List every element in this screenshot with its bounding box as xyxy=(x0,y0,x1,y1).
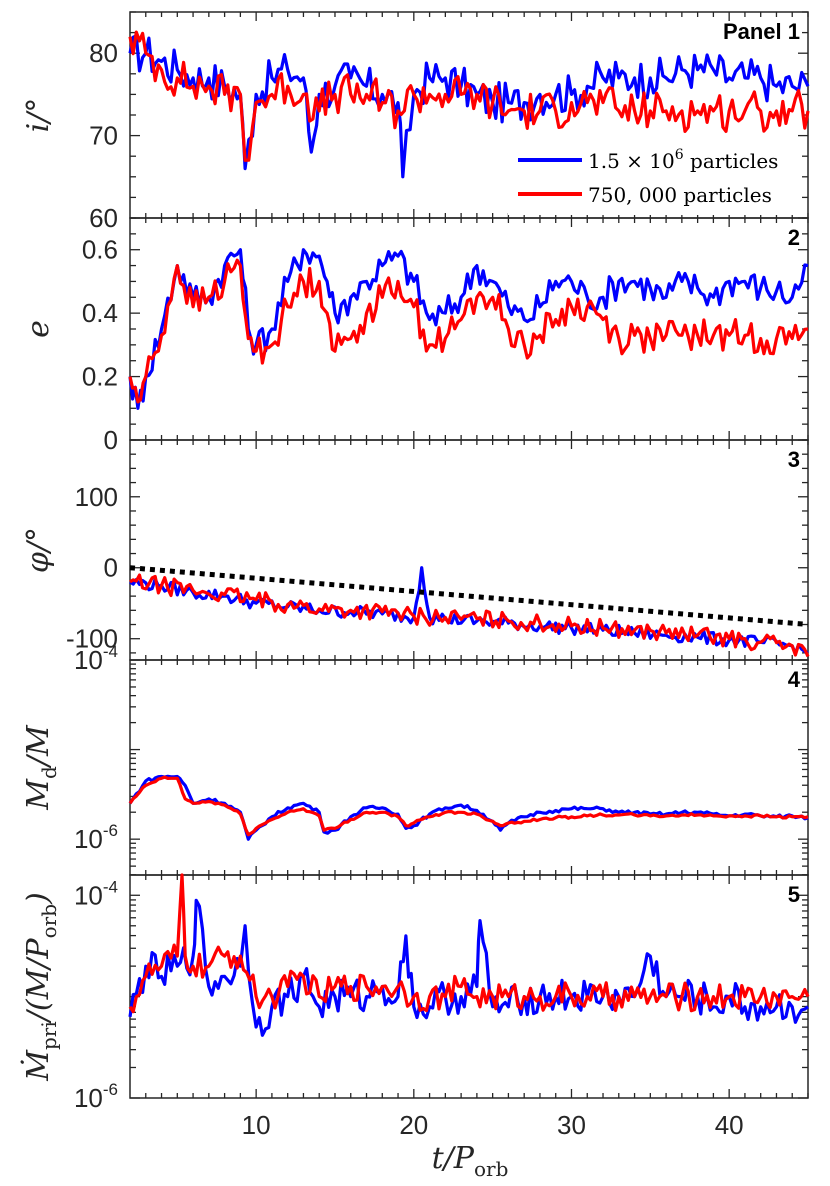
panel-frame xyxy=(129,874,809,1099)
series-line-red xyxy=(129,573,810,658)
series-line-trend xyxy=(129,565,809,627)
y-tick-label: 60 xyxy=(89,203,118,233)
legend-entry-blue: 1.5 × 106 particles xyxy=(588,147,778,173)
panel-tag: 4 xyxy=(788,667,801,692)
panel-4: 10-6 10-4 4 Md/M xyxy=(21,642,809,876)
legend-box xyxy=(508,143,800,215)
y-tick-label: 0.4 xyxy=(82,298,118,328)
panel-3: -100 0 100 3 φ/° xyxy=(21,439,810,661)
x-axis-label: t/Porb xyxy=(432,1141,509,1181)
panel-5: 10-6 10-4 5 Ṁpri/(M/Porb) xyxy=(20,873,810,1113)
y-tick-label: 10-4 xyxy=(74,877,118,910)
x-tick-label: 40 xyxy=(715,1110,744,1140)
panels-layer: 60 70 80 Panel 1 i/° 0 0.2 0.4 0.6 2 e -100 0 100 3 φ/°… xyxy=(20,11,810,1140)
y-tick-label: 0 xyxy=(104,553,118,583)
series-line-blue xyxy=(129,566,809,656)
y-tick-label: 0.2 xyxy=(82,362,118,392)
y-axis-label: Md/M xyxy=(21,724,61,811)
y-tick-label: 10-4 xyxy=(74,642,118,675)
series-line-blue xyxy=(128,248,809,410)
legend-entry-red: 750, 000 particles xyxy=(588,183,772,207)
y-axis-label: φ/° xyxy=(21,527,56,573)
x-axis-label-text: t/Porb xyxy=(432,1141,509,1181)
y-tick-label: 80 xyxy=(89,38,118,68)
panel-2: 0 0.2 0.4 0.6 2 e xyxy=(21,217,809,455)
series-line-red xyxy=(128,775,809,837)
y-tick-label: -100 xyxy=(66,624,118,654)
y-axis-label: i/° xyxy=(21,98,56,133)
y-tick-label: 70 xyxy=(89,121,118,151)
y-tick-label: 10-6 xyxy=(74,1080,118,1113)
panel-tag: Panel 1 xyxy=(723,19,800,44)
panel-tag: 3 xyxy=(788,447,800,472)
y-tick-label: 0.6 xyxy=(82,235,118,265)
x-tick-label: 10 xyxy=(242,1110,271,1140)
panel-frame xyxy=(129,659,809,876)
series-line-red xyxy=(128,30,810,162)
panel-tag: 5 xyxy=(788,882,800,907)
y-tick-label: 100 xyxy=(75,482,118,512)
panel-1: 60 70 80 Panel 1 i/° xyxy=(21,11,810,233)
x-tick-label: 30 xyxy=(557,1110,586,1140)
y-axis-label: Ṁpri/(M/Porb) xyxy=(20,892,61,1081)
x-tick-label: 20 xyxy=(399,1110,428,1140)
panel-tag: 2 xyxy=(788,225,800,250)
series-line-red xyxy=(128,873,810,1014)
legend: 1.5 × 106 particles 750, 000 particles xyxy=(508,143,800,215)
y-tick-label: 10-6 xyxy=(74,821,118,854)
series-line-red xyxy=(128,258,809,404)
y-axis-label: e xyxy=(21,320,56,338)
y-tick-label: 0 xyxy=(104,425,118,455)
